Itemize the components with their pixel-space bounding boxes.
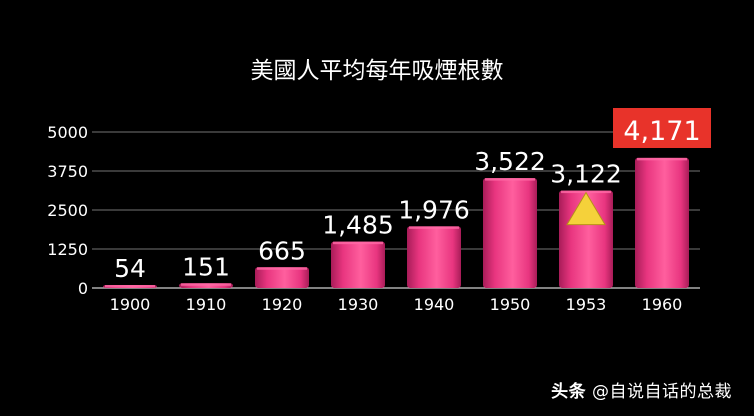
data-label: 665 xyxy=(258,236,306,265)
data-label: 4,171 xyxy=(623,116,700,147)
x-tick-label: 1950 xyxy=(490,295,531,314)
x-tick-label: 1900 xyxy=(110,295,151,314)
x-tick-label: 1953 xyxy=(566,295,607,314)
bar-top xyxy=(181,283,231,286)
x-tick-label: 1910 xyxy=(186,295,227,314)
y-tick-label: 3750 xyxy=(47,162,88,181)
bar xyxy=(331,241,385,288)
watermark-brand: 头条 xyxy=(551,382,587,402)
bar-top xyxy=(257,267,307,270)
bar-top xyxy=(409,226,459,229)
x-tick-label: 1960 xyxy=(642,295,683,314)
bar xyxy=(255,267,309,288)
y-tick-label: 0 xyxy=(78,279,88,298)
chart-title: 美國人平均每年吸煙根數 xyxy=(251,58,504,84)
bar-top xyxy=(637,157,687,161)
y-tick-label: 5000 xyxy=(47,123,88,142)
data-label: 3,522 xyxy=(474,147,546,176)
x-axis: 1900 1910 1920 1930 1940 1950 1953 1960 xyxy=(110,295,683,314)
watermark: 头条 @自说自话的总裁 xyxy=(551,377,732,402)
bar-top xyxy=(485,178,535,181)
y-axis: 0 1250 2500 3750 5000 xyxy=(47,123,88,298)
bar-top xyxy=(105,285,155,288)
x-tick-label: 1940 xyxy=(414,295,455,314)
warning-triangle-icon xyxy=(566,191,606,226)
x-tick-label: 1920 xyxy=(262,295,303,314)
data-label: 3,122 xyxy=(550,160,622,189)
data-label: 151 xyxy=(182,252,230,281)
bar xyxy=(407,226,461,288)
bar xyxy=(483,178,537,288)
data-label: 1,976 xyxy=(398,195,470,224)
bar-top xyxy=(333,241,383,245)
data-label: 1,485 xyxy=(322,211,394,240)
highlight-box xyxy=(613,108,711,148)
data-label: 54 xyxy=(114,254,146,283)
bar xyxy=(635,157,689,288)
y-tick-label: 2500 xyxy=(47,201,88,220)
watermark-handle: @自说自话的总裁 xyxy=(592,382,732,402)
x-tick-label: 1930 xyxy=(338,295,379,314)
y-tick-label: 1250 xyxy=(47,240,88,259)
